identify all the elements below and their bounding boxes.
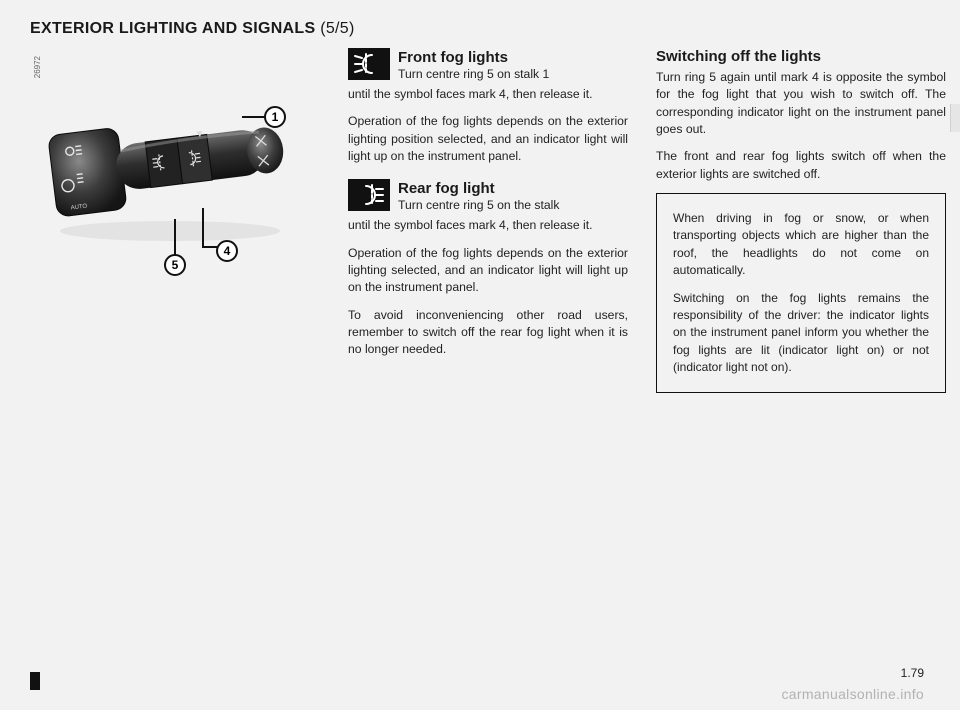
section-rear-fog: Rear fog light Turn centre ring 5 on the… [348, 179, 628, 358]
rear-fog-p3: To avoid inconveniencing other road user… [348, 307, 628, 359]
manual-page: EXTERIOR LIGHTING AND SIGNALS (5/5) 2697… [0, 0, 960, 710]
callout-line [202, 208, 204, 248]
content-columns: 26972 [30, 48, 930, 393]
switch-off-p1: Turn ring 5 again until mark 4 is opposi… [656, 69, 946, 138]
front-fog-p2: Operation of the fog lights depends on t… [348, 113, 628, 165]
watermark: carmanualsonline.info [782, 686, 925, 702]
front-fog-header: Front fog lights Turn centre ring 5 on s… [348, 48, 628, 83]
section-front-fog: Front fog lights Turn centre ring 5 on s… [348, 48, 628, 165]
callout-4: 4 [216, 240, 238, 262]
notice-p2: Switching on the fog lights remains the … [673, 290, 929, 377]
title-main: EXTERIOR LIGHTING AND SIGNALS [30, 20, 315, 37]
column-switch-off: Switching off the lights Turn ring 5 aga… [656, 48, 946, 393]
column-image: 26972 [30, 48, 320, 393]
rear-fog-header: Rear fog light Turn centre ring 5 on the… [348, 179, 628, 214]
front-fog-body1: until the symbol faces mark 4, then rele… [348, 86, 628, 103]
title-page-indicator: (5/5) [320, 20, 354, 37]
front-fog-lead: Turn centre ring 5 on stalk 1 [398, 66, 628, 83]
page-title: EXTERIOR LIGHTING AND SIGNALS (5/5) [30, 20, 930, 38]
front-fog-title: Front fog lights [398, 48, 628, 66]
notice-box: When driving in fog or snow, or when tra… [656, 193, 946, 394]
rear-fog-title: Rear fog light [398, 179, 628, 197]
rear-fog-icon [348, 179, 390, 211]
rear-fog-p2: Operation of the fog lights depends on t… [348, 245, 628, 297]
front-fog-icon [348, 48, 390, 80]
side-tab [950, 104, 960, 132]
stalk-image: 26972 [30, 56, 320, 266]
switch-off-p2: The front and rear fog lights switch off… [656, 148, 946, 183]
page-number: 1.79 [901, 666, 924, 680]
rear-fog-lead: Turn centre ring 5 on the stalk [398, 197, 628, 214]
callout-line [174, 219, 176, 255]
callout-1: 1 [264, 106, 286, 128]
column-fog-sections: Front fog lights Turn centre ring 5 on s… [348, 48, 628, 393]
callout-line [242, 116, 266, 118]
rear-fog-body1: until the symbol faces mark 4, then rele… [348, 217, 628, 234]
callout-5: 5 [164, 254, 186, 276]
image-code: 26972 [33, 56, 42, 78]
switch-off-heading: Switching off the lights [656, 48, 946, 65]
bottom-bar [30, 672, 40, 690]
notice-p1: When driving in fog or snow, or when tra… [673, 210, 929, 280]
